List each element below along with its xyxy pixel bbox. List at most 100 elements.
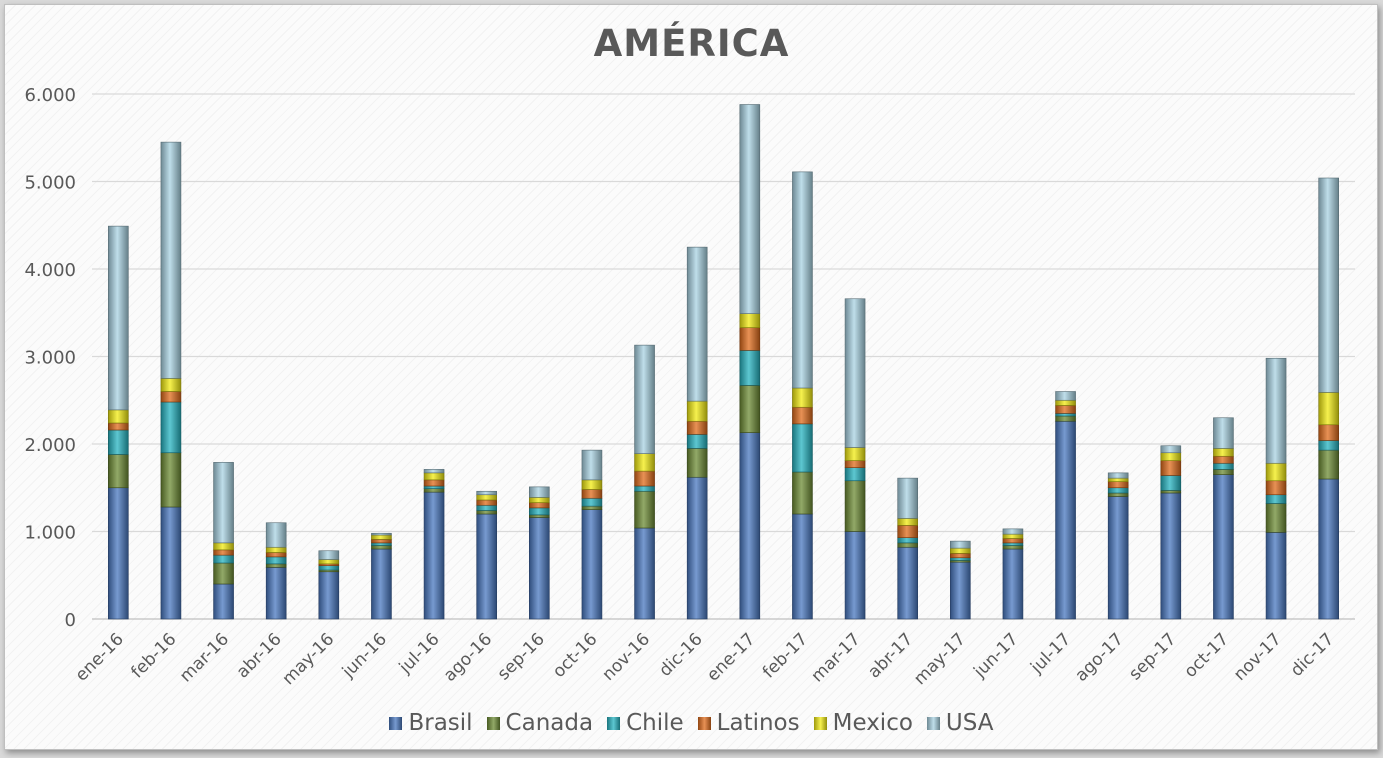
bar-segment — [423, 491, 445, 620]
bar-segment — [634, 470, 655, 487]
bar-segment — [739, 104, 761, 314]
bar-segment — [108, 429, 129, 455]
bar-segment — [792, 423, 813, 473]
bar-segment — [739, 432, 761, 620]
bar-segment — [371, 532, 392, 536]
bar-segment — [160, 452, 182, 508]
legend-label: Mexico — [832, 710, 913, 736]
bar-segment — [581, 449, 603, 481]
bar-segment — [1213, 469, 1234, 475]
x-tick-label: nov-16 — [599, 629, 655, 685]
bar-segment — [844, 447, 866, 461]
bar-segment — [529, 514, 550, 518]
bar-segment — [1107, 492, 1129, 497]
legend-entry: Chile — [607, 710, 684, 736]
bar-segment — [844, 480, 866, 532]
bar-segment — [686, 400, 708, 422]
bar-segment — [160, 391, 182, 403]
legend-swatch — [389, 716, 403, 730]
bar-segment — [950, 557, 971, 561]
y-tick-label: 6.000 — [24, 85, 76, 106]
x-tick-label: ago-16 — [440, 629, 496, 685]
bar-segment — [897, 542, 918, 548]
bar-segment — [897, 477, 918, 519]
bar-segment — [371, 534, 392, 540]
legend-entry: USA — [926, 710, 994, 736]
bar-segment — [1107, 496, 1129, 620]
bar-segment — [529, 517, 550, 620]
bar-segment — [1265, 503, 1287, 533]
bar-segment — [844, 298, 866, 448]
bar-segment — [844, 460, 866, 468]
legend-label: USA — [945, 710, 994, 736]
bar-segment — [581, 479, 603, 490]
bar-segment — [423, 485, 445, 489]
bar-segment — [213, 542, 234, 551]
bar-segment — [581, 497, 603, 507]
bar-segment — [686, 420, 708, 435]
bar-segment — [686, 434, 708, 449]
bar-segment — [1055, 405, 1076, 414]
bar-segment — [1055, 391, 1076, 401]
bar-segment — [1002, 545, 1024, 550]
bar-segment — [1055, 399, 1076, 406]
legend-entry: Canada — [486, 710, 593, 736]
x-tick-label: oct-16 — [549, 629, 601, 681]
legend-swatch — [486, 716, 500, 730]
bar-segment — [529, 486, 550, 498]
legend-swatch — [607, 716, 621, 730]
legend-entry: Brasil — [389, 710, 473, 736]
x-tick-label: mar-16 — [176, 629, 233, 686]
bar-segment — [371, 539, 392, 544]
bar-segment — [318, 571, 340, 620]
bar-segment — [529, 497, 550, 503]
x-tick-label: nov-17 — [1230, 629, 1286, 685]
bar-segment — [1002, 533, 1024, 539]
bar-segment — [792, 471, 813, 515]
bar-segment — [1318, 424, 1339, 441]
bar-segment — [1160, 492, 1182, 620]
bar-segment — [423, 469, 445, 474]
x-tick-label: abr-16 — [233, 629, 286, 682]
y-axis-tick-labels: 0 1.000 2.000 3.000 4.000 5.000 6.000 — [24, 85, 76, 631]
bar-segment — [950, 547, 971, 554]
x-tick-label: feb-17 — [759, 629, 812, 682]
x-tick-label: jun-16 — [338, 629, 391, 682]
bar-segment — [213, 554, 234, 564]
bar-segment — [318, 550, 340, 560]
bar-segment — [213, 562, 234, 585]
bar-segment — [1160, 460, 1182, 476]
x-tick-label: dic-16 — [655, 629, 706, 680]
bar-segment — [108, 487, 129, 620]
bar-segment — [634, 490, 655, 529]
x-tick-label: dic-17 — [1287, 629, 1338, 680]
bar-segment — [634, 344, 655, 454]
legend: Brasil Canada Chile Latinos Mexico USA — [0, 710, 1383, 736]
bar-segment — [213, 583, 234, 620]
x-tick-label: mar-17 — [808, 629, 865, 686]
bar-segment — [897, 518, 918, 526]
bar-segment — [1265, 480, 1287, 496]
x-tick-label: abr-17 — [864, 629, 917, 682]
bar-segment — [1107, 487, 1129, 494]
bar-segment — [686, 476, 708, 620]
x-tick-label: ago-17 — [1071, 629, 1127, 685]
bar-segment — [108, 454, 129, 489]
bar-segment — [844, 467, 866, 482]
bar-segment — [1055, 420, 1076, 620]
bar-segment — [581, 505, 603, 510]
bar-segment — [476, 510, 497, 515]
bar-segment — [1107, 477, 1129, 482]
bar-segment — [739, 350, 761, 386]
x-tick-label: sep-16 — [494, 629, 549, 684]
bar-segment — [634, 527, 655, 620]
bar-segment — [686, 246, 708, 402]
legend-label: Chile — [626, 710, 684, 736]
gridlines — [92, 93, 1355, 620]
bar-segment — [1002, 542, 1024, 546]
legend-swatch — [926, 716, 940, 730]
bar-segment — [160, 506, 182, 620]
bar-segment — [844, 531, 866, 620]
bar-segment — [1265, 357, 1287, 464]
legend-label: Brasil — [408, 710, 473, 736]
